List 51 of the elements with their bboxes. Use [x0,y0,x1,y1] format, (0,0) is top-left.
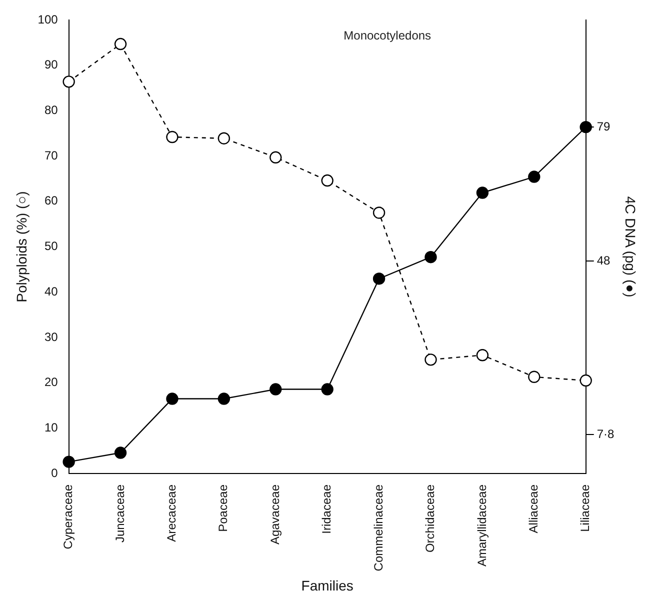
point [580,374,592,387]
y-tick-label: 30 [44,330,58,344]
x-tick-label: Arecaceae [164,484,179,542]
point [270,383,282,396]
point [372,272,386,285]
point [166,130,178,144]
point [166,392,178,405]
point [424,251,437,264]
x-axis-title: Families [301,577,354,594]
point [270,151,282,164]
y-tick-label: 100 [38,12,58,26]
x-tick-label: Iridaceae [320,484,334,534]
point [114,38,127,50]
point [62,456,75,468]
x-tick-label: Juncaceae [112,484,127,543]
y-tick-label: 40 [44,284,58,298]
x-tick-label: Agavaceae [268,484,282,545]
y-axis-title: Polyploids (%) (○) [13,191,30,302]
y-tick-label: 70 [44,148,58,162]
y2-tick-label: 48 [596,253,611,268]
point [218,392,230,405]
x-tick-label: Cyperaceae [61,484,76,550]
x-tick-label: Amaryllidaceae [474,484,489,567]
y-tick-label: 60 [44,194,58,208]
x-tick-label: Alliaceae [526,484,540,534]
point [528,370,540,383]
y2-tick-label: 7·8 [596,426,615,441]
x-tick-label: Liliaceae [578,484,592,532]
point [372,206,386,219]
y2-tick-label: 79 [596,119,611,134]
point [321,174,334,187]
point [476,186,489,199]
x-tick-label: Poaceae [216,484,230,532]
point [476,349,489,362]
y-tick-label: 10 [44,420,58,434]
point [62,76,75,88]
point [580,121,592,134]
x-tick-label: Orchidaceae [423,484,438,553]
point [528,170,540,183]
y-tick-label: 80 [44,103,58,118]
point [321,383,334,396]
y-tick-label: 0 [51,466,58,480]
text: Monocotyledons [344,28,432,42]
y-tick-label: 90 [44,58,58,72]
y2-axis-title: 4C DNA (pg) (●) [622,196,639,298]
point [218,132,230,144]
y-tick-label: 20 [44,375,58,390]
x-tick-label: Commelinaceae [371,484,386,572]
point [114,446,127,459]
y-tick-label: 50 [44,239,58,254]
point [424,354,437,366]
